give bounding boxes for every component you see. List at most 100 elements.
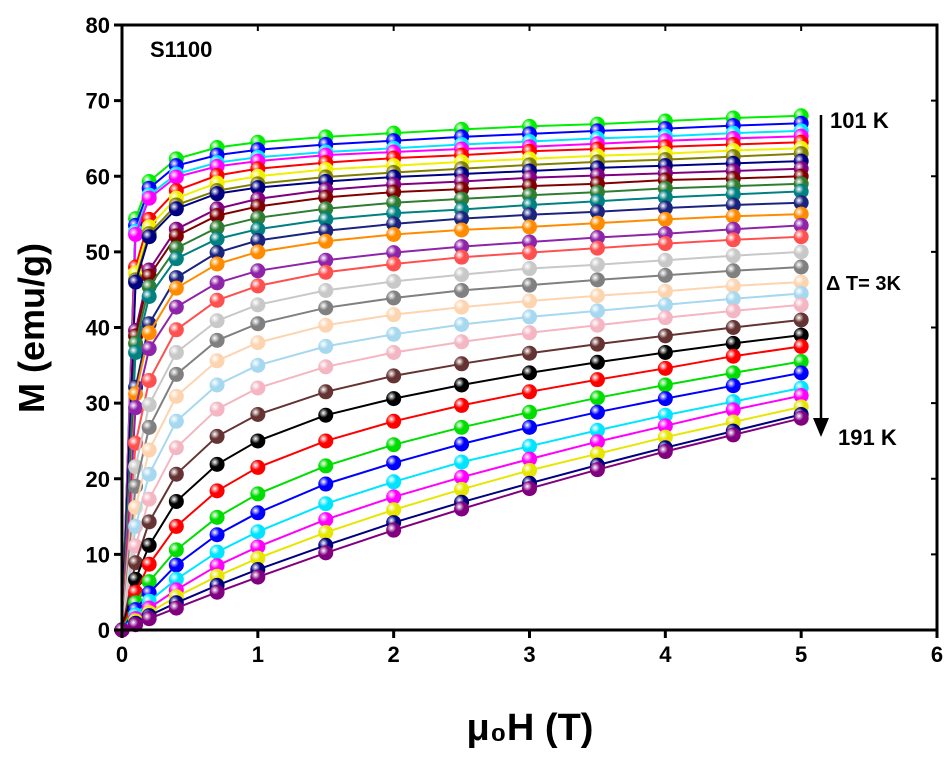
- data-point: [318, 252, 334, 268]
- data-point: [209, 527, 225, 543]
- data-point: [209, 208, 225, 224]
- data-point: [386, 307, 402, 323]
- y-tick-label: 50: [86, 240, 110, 265]
- data-point: [250, 263, 266, 279]
- data-point: [318, 458, 334, 474]
- data-point: [209, 245, 225, 261]
- data-point: [522, 384, 537, 400]
- data-point: [793, 244, 809, 260]
- data-point: [318, 211, 334, 227]
- data-point: [386, 502, 402, 518]
- data-point: [168, 600, 184, 616]
- data-point: [793, 388, 809, 404]
- series-line: [121, 345, 802, 631]
- x-axis-label: μ₀H (T): [467, 707, 594, 749]
- data-point: [454, 249, 470, 265]
- y-tick-label: 10: [86, 542, 110, 567]
- data-point: [168, 557, 184, 573]
- series-line: [121, 213, 802, 631]
- data-point: [522, 419, 537, 435]
- data-point: [168, 169, 184, 185]
- data-point: [589, 230, 605, 246]
- data-point: [318, 338, 334, 354]
- data-point: [657, 429, 673, 445]
- data-point: [589, 422, 605, 438]
- data-point: [168, 440, 184, 456]
- data-point: [725, 365, 741, 381]
- data-point: [386, 455, 402, 471]
- data-point: [793, 206, 809, 222]
- series-line: [121, 235, 802, 631]
- data-point: [454, 419, 470, 435]
- data-point: [657, 360, 673, 376]
- series-line: [121, 182, 802, 631]
- data-point: [386, 489, 402, 505]
- x-tick-label: 6: [931, 642, 943, 667]
- data-point: [386, 184, 402, 200]
- data-point: [386, 205, 402, 221]
- data-point: [454, 222, 470, 238]
- data-point: [522, 365, 537, 381]
- data-point: [209, 509, 225, 525]
- series-line: [121, 190, 802, 631]
- data-point: [793, 410, 809, 426]
- data-point: [168, 240, 184, 256]
- data-point: [318, 496, 334, 512]
- data-point: [141, 442, 157, 458]
- data-point: [141, 574, 157, 590]
- y-tick-label: 20: [86, 467, 110, 492]
- series-line: [121, 175, 802, 631]
- data-point: [793, 195, 809, 211]
- y-tick-label: 70: [86, 89, 110, 114]
- data-point: [793, 327, 809, 343]
- y-tick-label: 30: [86, 391, 110, 416]
- x-tick-label: 2: [388, 642, 400, 667]
- data-point: [657, 391, 673, 407]
- data-point: [250, 278, 266, 294]
- data-point: [141, 556, 157, 572]
- data-point: [250, 459, 266, 475]
- data-point: [141, 288, 157, 304]
- data-point: [386, 290, 402, 306]
- data-point: [318, 359, 334, 375]
- plot-area: [114, 108, 809, 638]
- series-line: [121, 224, 802, 631]
- x-tick-label: 1: [252, 642, 264, 667]
- data-point: [589, 446, 605, 462]
- data-point: [725, 278, 741, 294]
- data-point: [250, 244, 266, 260]
- data-point: [386, 245, 402, 261]
- data-point: [793, 274, 809, 290]
- data-point: [318, 512, 334, 528]
- data-point: [318, 384, 334, 400]
- data-point: [522, 234, 537, 250]
- y-axis-label: M (emu/g): [11, 243, 52, 413]
- data-point: [128, 400, 144, 416]
- data-point: [250, 433, 266, 449]
- data-point: [793, 217, 809, 233]
- data-point: [522, 451, 537, 467]
- data-point: [522, 293, 537, 309]
- x-tick-label: 4: [659, 642, 672, 667]
- data-point: [454, 211, 470, 227]
- data-point: [141, 341, 157, 357]
- data-point: [209, 220, 225, 236]
- data-point: [250, 406, 266, 422]
- data-point: [250, 486, 266, 502]
- data-point: [589, 288, 605, 304]
- data-point: [657, 267, 673, 283]
- data-point: [209, 377, 225, 393]
- data-point: [522, 207, 537, 223]
- data-point: [454, 454, 470, 470]
- data-point: [454, 267, 470, 283]
- data-point: [725, 427, 741, 443]
- data-point: [250, 505, 266, 521]
- data-point: [657, 407, 673, 423]
- data-point: [386, 216, 402, 232]
- data-point: [386, 437, 402, 453]
- data-point: [793, 297, 809, 313]
- data-point: [141, 514, 157, 530]
- data-point: [209, 292, 225, 308]
- data-point: [318, 189, 334, 205]
